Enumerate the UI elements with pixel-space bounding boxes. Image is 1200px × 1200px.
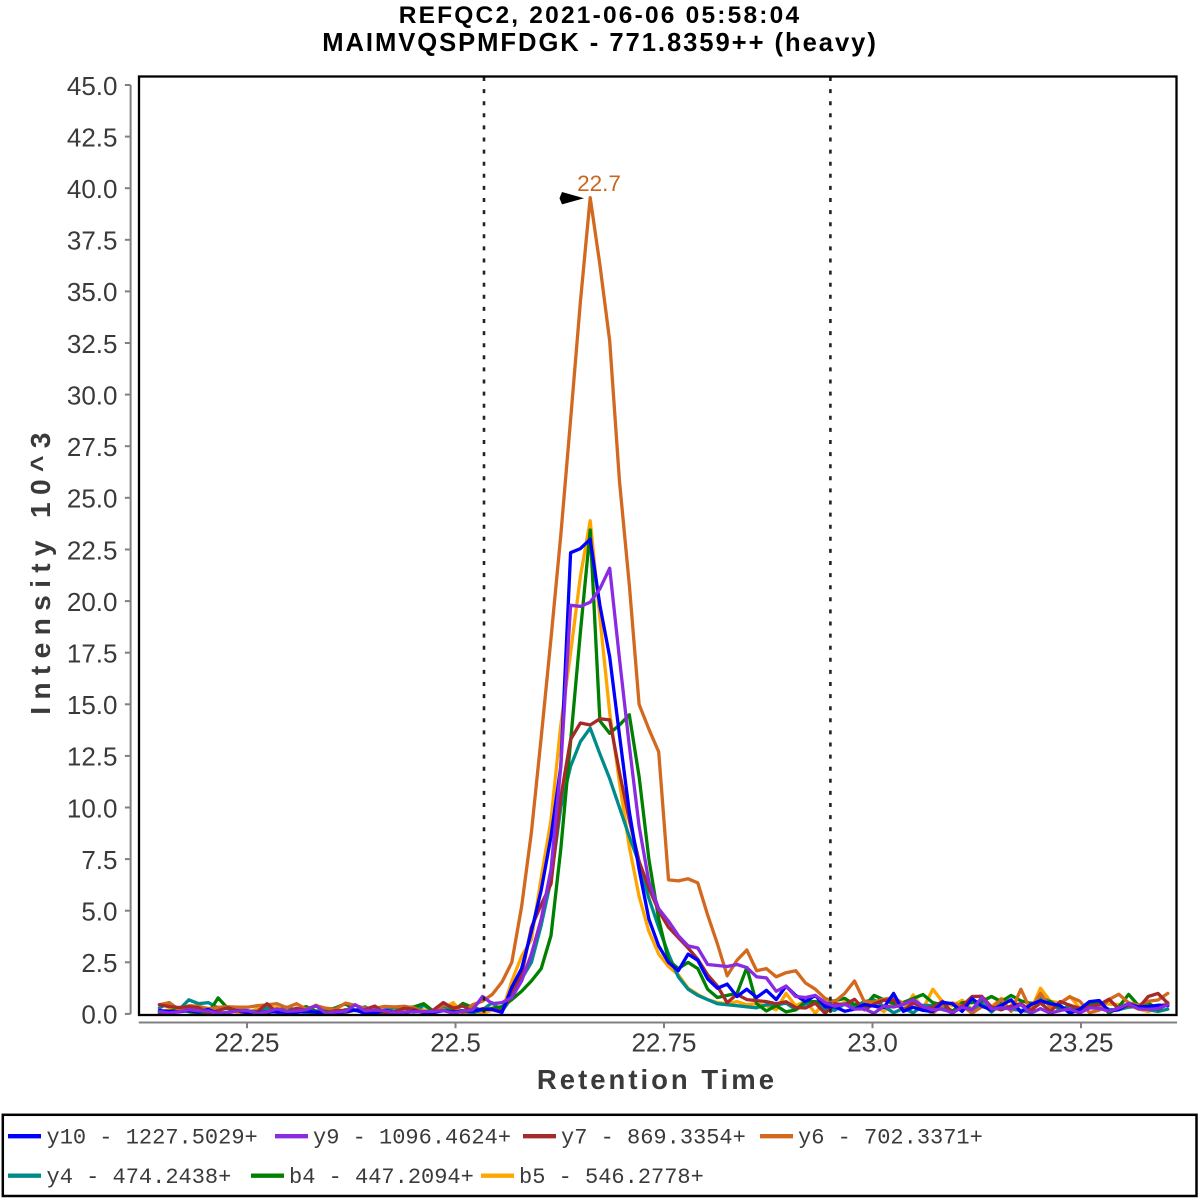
svg-text:45.0: 45.0: [67, 71, 118, 101]
svg-text:y9 - 1096.4624+: y9 - 1096.4624+: [313, 1126, 511, 1151]
svg-text:23.0: 23.0: [847, 1028, 898, 1058]
svg-text:Retention Time: Retention Time: [537, 1064, 777, 1095]
svg-text:7.5: 7.5: [81, 845, 117, 875]
svg-text:22.5: 22.5: [430, 1028, 481, 1058]
svg-text:MAIMVQSPMFDGK - 771.8359++ (he: MAIMVQSPMFDGK - 771.8359++ (heavy): [322, 29, 878, 57]
svg-text:42.5: 42.5: [67, 122, 118, 152]
svg-text:22.7: 22.7: [577, 171, 621, 196]
svg-text:23.25: 23.25: [1048, 1028, 1113, 1058]
svg-text:37.5: 37.5: [67, 226, 118, 256]
svg-text:0.0: 0.0: [81, 1000, 117, 1030]
svg-text:27.5: 27.5: [67, 432, 118, 462]
svg-text:22.25: 22.25: [214, 1028, 279, 1058]
svg-text:32.5: 32.5: [67, 329, 118, 359]
svg-text:2.5: 2.5: [81, 948, 117, 978]
svg-text:y10 - 1227.5029+: y10 - 1227.5029+: [47, 1126, 258, 1151]
svg-text:12.5: 12.5: [67, 742, 118, 772]
svg-text:22.5: 22.5: [67, 535, 118, 565]
svg-text:y4 - 474.2438+: y4 - 474.2438+: [47, 1165, 232, 1190]
svg-text:40.0: 40.0: [67, 174, 118, 204]
svg-text:5.0: 5.0: [81, 897, 117, 927]
svg-text:y7 - 869.3354+: y7 - 869.3354+: [561, 1126, 746, 1151]
svg-text:REFQC2, 2021-06-06 05:58:04: REFQC2, 2021-06-06 05:58:04: [399, 2, 802, 29]
svg-text:b4 - 447.2094+: b4 - 447.2094+: [289, 1165, 474, 1190]
svg-text:22.75: 22.75: [631, 1028, 696, 1058]
svg-text:25.0: 25.0: [67, 484, 118, 514]
svg-text:20.0: 20.0: [67, 587, 118, 617]
svg-text:17.5: 17.5: [67, 639, 118, 669]
svg-text:10.0: 10.0: [67, 793, 118, 823]
svg-text:35.0: 35.0: [67, 277, 118, 307]
svg-text:Intensity 10^3: Intensity 10^3: [24, 425, 56, 714]
svg-text:15.0: 15.0: [67, 690, 118, 720]
svg-text:y6 - 702.3371+: y6 - 702.3371+: [798, 1126, 983, 1151]
svg-text:30.0: 30.0: [67, 380, 118, 410]
svg-text:b5 - 546.2778+: b5 - 546.2778+: [519, 1165, 704, 1190]
